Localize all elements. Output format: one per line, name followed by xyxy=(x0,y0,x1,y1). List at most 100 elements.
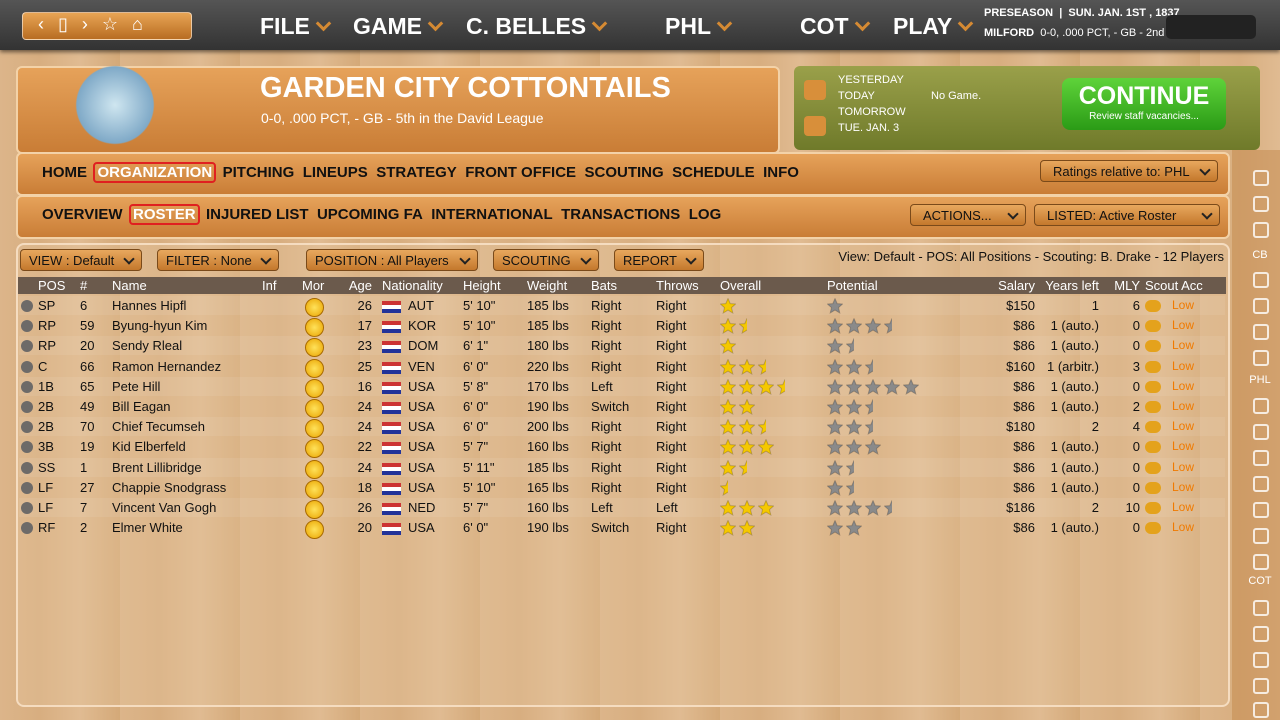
continue-button[interactable]: CONTINUE Review staff vacancies... xyxy=(1062,78,1226,130)
column-header[interactable]: Years left xyxy=(1045,278,1099,293)
team-logo xyxy=(70,60,160,150)
toolbar-button[interactable]: POSITION : All Players xyxy=(306,249,478,271)
tab[interactable]: STRATEGY xyxy=(376,164,457,181)
nav-buttons[interactable] xyxy=(22,12,192,40)
cell: 1 (auto.) xyxy=(1050,378,1099,394)
tab[interactable]: ORGANIZATION xyxy=(93,162,217,183)
tab[interactable]: INJURED LIST xyxy=(206,206,309,223)
sidebar-icon[interactable] xyxy=(1253,450,1269,466)
tab[interactable]: HOME xyxy=(42,164,87,181)
column-header[interactable]: POS xyxy=(38,278,66,293)
column-header[interactable]: Age xyxy=(348,278,372,293)
row-select[interactable] xyxy=(21,481,33,494)
column-header[interactable]: Inf xyxy=(262,278,277,293)
sidebar-label[interactable]: PHL xyxy=(1249,374,1271,386)
row-select[interactable] xyxy=(21,360,33,373)
cell: 6' 0" xyxy=(463,419,489,435)
row-select[interactable] xyxy=(21,300,33,312)
day-arrow[interactable] xyxy=(804,80,826,100)
sidebar-icon[interactable] xyxy=(1253,502,1269,518)
sidebar-icon[interactable] xyxy=(1253,554,1269,570)
sidebar-icon[interactable] xyxy=(1253,272,1269,288)
menu-item[interactable]: PHL xyxy=(665,13,730,40)
tab[interactable]: ROSTER xyxy=(129,204,200,225)
sidebar-icon[interactable] xyxy=(1253,298,1269,314)
column-header[interactable]: Weight xyxy=(527,278,568,293)
row-select[interactable] xyxy=(21,502,33,514)
day-arrow[interactable] xyxy=(804,116,826,136)
menu-item[interactable]: COT xyxy=(800,13,868,40)
sidebar-icon[interactable] xyxy=(1253,476,1269,492)
toolbar-button[interactable]: FILTER : None xyxy=(157,249,279,271)
menu-item[interactable]: PLAY xyxy=(893,13,971,40)
column-header[interactable]: Overall xyxy=(720,278,762,293)
scout-icon xyxy=(1145,340,1161,353)
listed-dropdown[interactable]: LISTED: Active Roster xyxy=(1034,204,1220,226)
tab[interactable]: LOG xyxy=(688,206,722,223)
column-header[interactable]: Scout Acc xyxy=(1145,278,1203,293)
actions-dropdown[interactable]: ACTIONS... xyxy=(910,204,1026,226)
sidebar-icon[interactable] xyxy=(1253,350,1269,366)
sidebar-icon[interactable] xyxy=(1253,196,1269,212)
row-select[interactable] xyxy=(21,401,33,413)
menu-item[interactable]: GAME xyxy=(353,13,441,40)
potential-rating xyxy=(827,399,884,415)
tab[interactable]: SCHEDULE xyxy=(672,164,755,181)
row-select[interactable] xyxy=(21,461,33,474)
row[interactable] xyxy=(19,296,1225,315)
menu-item[interactable]: C. BELLES xyxy=(466,13,605,40)
row-select[interactable] xyxy=(21,522,33,535)
tab[interactable]: OVERVIEW xyxy=(42,206,123,223)
row-select[interactable] xyxy=(21,441,33,454)
sidebar-icon[interactable] xyxy=(1253,398,1269,414)
toolbar-button[interactable]: VIEW : Default xyxy=(20,249,142,271)
column-header[interactable]: Mor xyxy=(302,278,325,293)
day-label[interactable]: YESTERDAY xyxy=(838,74,904,86)
sidebar-label[interactable]: COT xyxy=(1248,575,1272,587)
sidebar-icon[interactable] xyxy=(1253,626,1269,642)
tab[interactable]: INFO xyxy=(763,164,799,181)
row-select[interactable] xyxy=(21,320,33,333)
sidebar-icon[interactable] xyxy=(1253,324,1269,340)
sidebar-icon[interactable] xyxy=(1253,170,1269,186)
column-header[interactable]: Height xyxy=(463,278,501,293)
column-header[interactable]: MLY xyxy=(1114,278,1140,293)
tab[interactable]: SCOUTING xyxy=(584,164,664,181)
row-select[interactable] xyxy=(21,380,33,393)
column-header[interactable]: Throws xyxy=(656,278,699,293)
day-label[interactable]: TODAY xyxy=(838,90,875,102)
tab[interactable]: FRONT OFFICE xyxy=(465,164,577,181)
day-label[interactable]: TOMORROW xyxy=(838,106,906,118)
toolbar-button[interactable]: SCOUTING xyxy=(493,249,599,271)
sidebar-icon[interactable] xyxy=(1253,678,1269,694)
column-header[interactable]: Bats xyxy=(591,278,618,293)
scout-accuracy: Low xyxy=(1172,419,1195,434)
tab[interactable]: INTERNATIONAL xyxy=(431,206,553,223)
tab[interactable]: TRANSACTIONS xyxy=(561,206,681,223)
sidebar-label[interactable]: CB xyxy=(1252,249,1268,261)
tab[interactable]: UPCOMING FA xyxy=(316,206,423,223)
column-header[interactable]: Potential xyxy=(827,278,878,293)
tab[interactable]: LINEUPS xyxy=(302,164,368,181)
row[interactable] xyxy=(19,376,1225,396)
row-select[interactable] xyxy=(21,340,33,353)
sidebar-icon[interactable] xyxy=(1253,652,1269,668)
row[interactable] xyxy=(19,336,1225,356)
sidebar-icon[interactable] xyxy=(1253,702,1269,718)
sidebar-icon[interactable] xyxy=(1253,424,1269,440)
column-header[interactable]: Name xyxy=(112,278,147,293)
toolbar-button[interactable]: REPORT xyxy=(614,249,704,271)
menu-item[interactable]: FILE xyxy=(260,13,329,40)
column-header[interactable]: Salary xyxy=(998,278,1035,293)
sidebar-icon[interactable] xyxy=(1253,600,1269,616)
sidebar-icon[interactable] xyxy=(1253,222,1269,238)
search-box[interactable] xyxy=(1166,15,1256,39)
column-header[interactable]: # xyxy=(80,278,88,293)
column-header[interactable]: Nationality xyxy=(382,278,443,293)
ratings-dropdown[interactable]: Ratings relative to: PHL xyxy=(1040,160,1218,182)
row[interactable] xyxy=(19,437,1225,456)
day-label[interactable]: TUE. JAN. 3 xyxy=(838,122,900,134)
tab[interactable]: PITCHING xyxy=(222,164,295,181)
sidebar-icon[interactable] xyxy=(1253,528,1269,544)
row-select[interactable] xyxy=(21,421,33,434)
